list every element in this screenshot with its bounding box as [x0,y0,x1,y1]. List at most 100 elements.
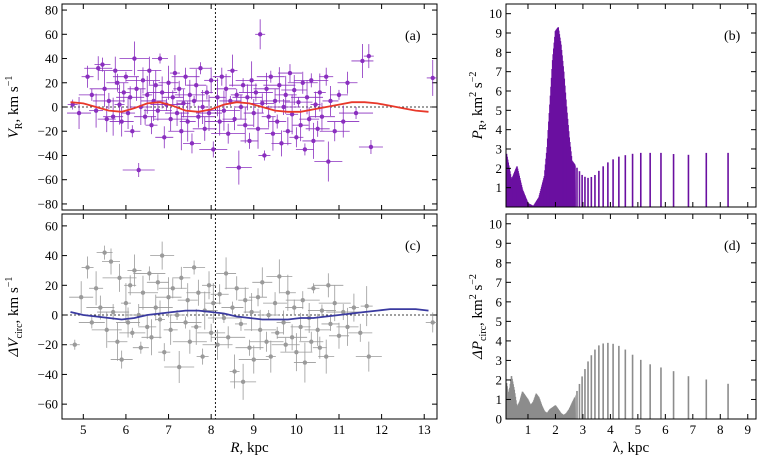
data-point-63 [211,123,246,144]
data-point-3 [78,316,105,329]
y-tick-label: 80 [45,3,58,18]
data-point-103 [302,122,325,159]
data-marker [78,294,84,300]
data-marker [336,333,342,339]
data-marker [240,379,246,385]
data-marker [208,330,214,336]
data-marker [324,354,329,359]
data-point-61 [244,309,277,350]
y-title-superscript-2: −2 [468,72,479,83]
data-point-9 [97,304,130,321]
panel-c-velocity-circular: −60 −40 −20 0 20 40 60 5 6 7 8 9 10 11 12 13 (c) R, kpc ΔV… [4,213,438,456]
data-marker [162,135,167,140]
data-marker [104,116,109,122]
data-point-52 [197,90,208,124]
y-title-subscript: R [478,123,489,130]
x-tick-label: 6 [662,422,669,437]
data-marker [328,98,333,104]
data-marker [102,86,107,92]
data-marker [125,110,131,116]
data-point-38 [161,90,184,105]
data-point-13 [114,84,125,125]
y-title-unit: , km [470,299,486,326]
data-marker [243,122,248,128]
x-tick-label: 2 [552,422,559,437]
data-marker [93,286,99,291]
data-point-40 [165,100,190,127]
data-point-71 [279,274,296,311]
data-marker [309,339,314,344]
data-point-46 [202,329,233,360]
x-tick-label: 6 [123,422,130,437]
data-point-93 [360,286,373,327]
data-point-61 [207,90,240,131]
data-point-47 [210,284,229,305]
data-marker [196,290,201,295]
y-tick-label: −20 [38,337,58,352]
data-point-5 [84,56,113,81]
data-point-90 [274,75,297,114]
data-point-19 [124,125,141,138]
data-point-39 [169,55,180,92]
data-marker [272,98,278,104]
data-point-68 [266,259,293,294]
data-point-80 [307,283,320,294]
y-tick-label: 3 [496,353,503,368]
data-marker [174,110,180,116]
data-point-56 [204,67,219,94]
y-tick-label: 1 [496,392,503,407]
data-marker [260,280,265,285]
data-marker [277,274,282,279]
data-point-84 [264,116,281,151]
data-point-116 [351,43,374,78]
data-marker [430,75,435,81]
data-point-92 [348,323,373,342]
y-title-symbol: P [470,130,486,140]
data-marker [142,114,148,119]
plot-frame [61,213,438,420]
data-marker [204,90,210,95]
data-marker [100,62,105,67]
data-point-45 [205,283,222,324]
data-marker [72,342,77,347]
data-marker [272,300,278,306]
data-marker [172,70,178,76]
data-point-117 [363,44,374,69]
data-marker [215,95,220,100]
data-marker [217,119,222,124]
data-point-18 [116,86,145,109]
data-marker [243,297,248,303]
data-marker [264,86,269,92]
panel-label: (c) [405,239,421,254]
y-tick-label: 60 [45,218,58,233]
data-marker [196,114,201,119]
y-title-unit: , km [470,97,486,124]
data-marker [221,315,227,321]
data-marker [300,297,305,303]
data-point-49 [186,69,207,102]
data-marker [249,78,254,83]
y-title-unit: , km s [6,86,22,122]
data-point-58 [209,78,226,117]
data-marker [215,342,220,347]
y-tick-label: 8 [496,45,503,60]
y-title-superscript: 2 [468,92,479,97]
x-tick-label: 8 [208,422,215,437]
data-point-34 [172,266,191,289]
data-marker [313,102,318,107]
data-marker [230,68,235,73]
data-point-17 [127,254,142,287]
data-point-71 [237,107,254,144]
data-marker [89,320,95,325]
data-point-54 [234,316,247,331]
data-marker [166,294,171,300]
data-point-82 [312,336,327,359]
data-point-118 [358,139,383,154]
data-marker [96,66,101,71]
data-point-53 [192,116,217,141]
data-marker [341,119,346,124]
data-marker [168,116,173,122]
data-point-32 [152,53,169,64]
data-point-4 [89,93,104,128]
